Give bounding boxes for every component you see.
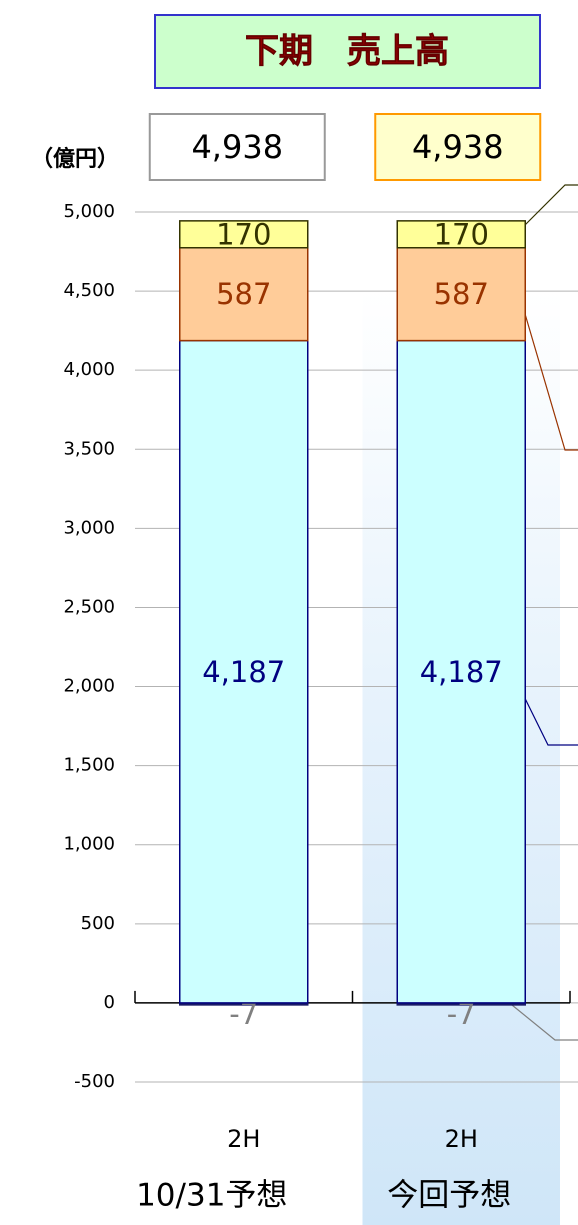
y-tick-label: 1,000: [63, 834, 115, 855]
y-tick-label: 3,500: [63, 438, 115, 459]
total-box: [374, 113, 542, 181]
total-box: [148, 113, 326, 181]
group-label: 10/31予想: [136, 1178, 287, 1214]
bar-segment: [396, 339, 526, 1004]
y-tick-label: 3,000: [63, 517, 115, 538]
data-label: 4,187: [420, 655, 503, 689]
y-tick-label: 4,500: [63, 280, 115, 301]
bar-segment: [179, 220, 309, 249]
bar-segment: [179, 246, 309, 342]
y-tick-label: -500: [74, 1071, 115, 1092]
y-tick-label: 2,000: [63, 676, 115, 697]
data-label: 587: [216, 277, 271, 311]
bar-segment: [179, 339, 309, 1004]
x-tick-label: 2H: [445, 1125, 478, 1153]
data-label: 170: [434, 217, 489, 251]
y-tick-label: 4,000: [63, 359, 115, 380]
y-tick-label: 2,500: [63, 596, 115, 617]
chart-title: 下期 売上高: [245, 32, 449, 72]
y-tick-label: 1,500: [63, 755, 115, 776]
data-label: 170: [216, 217, 271, 251]
data-label: 4,187: [202, 655, 285, 689]
title-box: [154, 14, 541, 89]
x-tick-label: 2H: [227, 1125, 260, 1153]
total-label: 4,938: [191, 128, 283, 166]
bar-segment: [396, 220, 526, 249]
data-label: 587: [434, 277, 489, 311]
y-unit: （億円）: [31, 146, 119, 172]
bar-segment: [396, 246, 526, 342]
y-tick-label: 5,000: [63, 201, 115, 222]
y-tick-label: 500: [81, 913, 115, 934]
total-label: 4,938: [412, 128, 504, 166]
y-tick-label: 0: [104, 992, 115, 1013]
group-label: 今回予想: [387, 1178, 511, 1214]
